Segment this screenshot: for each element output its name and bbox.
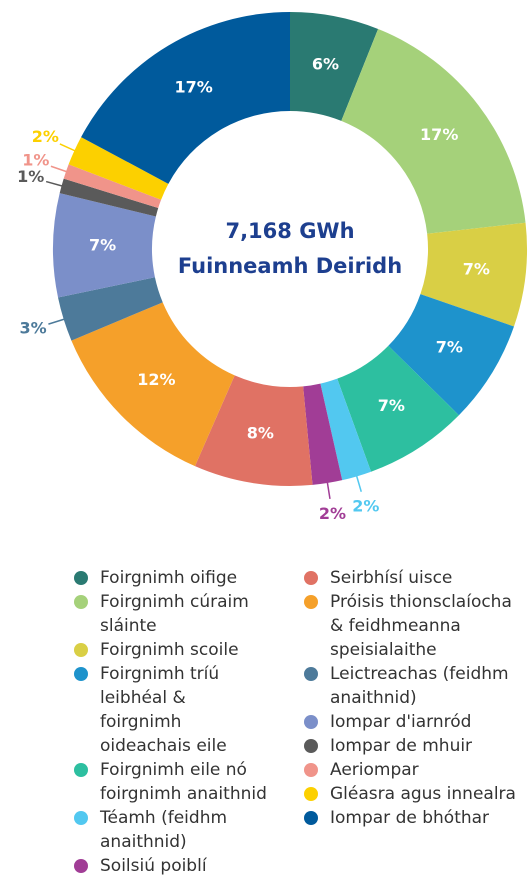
leader-line bbox=[48, 318, 66, 325]
chart: 7,168 GWh Fuinneamh Deiridh 6% 17% 7% 7% 7% 2… bbox=[17, 11, 528, 523]
data-label: 17% bbox=[175, 78, 213, 97]
legend-item: Foirgnimh scoile bbox=[72, 638, 272, 662]
data-label: 7% bbox=[436, 337, 463, 356]
data-label: 7% bbox=[378, 396, 405, 415]
legend-item: Foirgnimh tríú leibhéal & foirgnimh oide… bbox=[72, 662, 272, 758]
legend-item: Foirgnimh cúraim sláinte bbox=[72, 590, 272, 638]
donut-segment bbox=[388, 294, 514, 416]
legend-item: Aeriompar bbox=[302, 758, 528, 782]
data-label: 2% bbox=[319, 504, 346, 523]
legend-swatch bbox=[304, 667, 318, 681]
leader-line bbox=[355, 474, 362, 492]
legend-item: Soilsiú poiblí bbox=[72, 854, 272, 878]
legend-label: Soilsiú poiblí bbox=[100, 856, 207, 876]
center-title: 7,168 GWh bbox=[225, 219, 354, 243]
legend-label: Foirgnimh oifige bbox=[100, 568, 238, 588]
legend-swatch bbox=[304, 739, 318, 753]
leader-line bbox=[326, 480, 331, 499]
legend-swatch bbox=[74, 763, 88, 777]
data-label: 8% bbox=[247, 424, 274, 443]
legend-item: Gléasra agus innealra bbox=[302, 782, 528, 806]
legend-label: Seirbhísí uisce bbox=[330, 568, 453, 588]
legend-item: Iompar de bhóthar bbox=[302, 806, 528, 830]
data-label: 2% bbox=[352, 497, 379, 516]
legend-label: Foirgnimh cúraim sláinte bbox=[100, 592, 249, 636]
legend-swatch bbox=[74, 595, 88, 609]
legend: Foirgnimh oifige Foirgnimh cúraim sláinte… bbox=[72, 566, 272, 878]
donut-segment bbox=[53, 193, 156, 298]
center-subtitle: Fuinneamh Deiridh bbox=[178, 254, 402, 278]
legend-item: Foirgnimh oifige bbox=[72, 566, 272, 590]
donut-segment bbox=[290, 12, 379, 121]
data-label: 3% bbox=[20, 318, 47, 337]
legend-item: Iompar d'iarnród bbox=[302, 710, 528, 734]
donut-segment bbox=[71, 302, 235, 467]
legend-label: Foirgnimh tríú leibhéal & foirgnimh oide… bbox=[100, 664, 227, 756]
donut-segment bbox=[59, 178, 159, 217]
data-label: 1% bbox=[17, 167, 44, 186]
legend-swatch bbox=[74, 643, 88, 657]
legend-label: Iompar de bhóthar bbox=[330, 808, 490, 828]
data-label: 2% bbox=[32, 127, 59, 146]
donut-segment bbox=[68, 137, 169, 200]
legend-item: Foirgnimh eile nó foirgnimh anaithnid bbox=[72, 758, 272, 806]
legend-swatch bbox=[304, 595, 318, 609]
data-label: 7% bbox=[463, 259, 490, 278]
donut-segment bbox=[303, 383, 343, 485]
legend: Seirbhísí uisce Próisis thionsclaíocha & … bbox=[302, 566, 528, 830]
donut-segment bbox=[194, 375, 313, 486]
legend-swatch bbox=[304, 811, 318, 825]
leader-line bbox=[45, 180, 64, 188]
legend-item: Téamh (feidhm anaithnid) bbox=[72, 806, 272, 854]
data-label: 7% bbox=[89, 236, 116, 255]
legend-label: Próisis thionsclaíocha & feidhmeanna spe… bbox=[330, 592, 512, 660]
legend-label: Gléasra agus innealra bbox=[330, 784, 516, 804]
donut-segment bbox=[320, 378, 372, 481]
data-label: 12% bbox=[137, 370, 175, 389]
legend-label: Leictreachas (feidhm anaithnid) bbox=[330, 664, 509, 708]
legend-label: Foirgnimh scoile bbox=[100, 640, 239, 660]
leader-line bbox=[59, 143, 77, 153]
donut-segment bbox=[63, 164, 162, 209]
legend-label: Téamh (feidhm anaithnid) bbox=[100, 808, 228, 852]
data-label: 1% bbox=[22, 151, 49, 170]
legend-item: Leictreachas (feidhm anaithnid) bbox=[302, 662, 528, 710]
legend-item: Iompar de mhuir bbox=[302, 734, 528, 758]
legend-swatch bbox=[304, 571, 318, 585]
data-label: 17% bbox=[420, 125, 458, 144]
legend-swatch bbox=[74, 571, 88, 585]
data-label: 6% bbox=[312, 54, 339, 73]
legend-item: Próisis thionsclaíocha & feidhmeanna spe… bbox=[302, 590, 528, 662]
legend-swatch bbox=[304, 715, 318, 729]
legend-swatch bbox=[304, 787, 318, 801]
legend-item: Seirbhísí uisce bbox=[302, 566, 528, 590]
legend-swatch bbox=[74, 811, 88, 825]
legend-label: Iompar de mhuir bbox=[330, 736, 473, 756]
donut-segment bbox=[337, 345, 459, 472]
legend-swatch bbox=[74, 859, 88, 873]
legend-swatch bbox=[74, 667, 88, 681]
donut-segment bbox=[58, 277, 163, 341]
donut-segment bbox=[341, 28, 526, 234]
donut-segment bbox=[420, 222, 528, 327]
legend-swatch bbox=[304, 763, 318, 777]
leader-line bbox=[50, 165, 69, 173]
legend-label: Iompar d'iarnród bbox=[330, 712, 472, 732]
legend-label: Aeriompar bbox=[330, 760, 419, 780]
legend-label: Foirgnimh eile nó foirgnimh anaithnid bbox=[100, 760, 267, 804]
donut-segment bbox=[81, 11, 290, 184]
